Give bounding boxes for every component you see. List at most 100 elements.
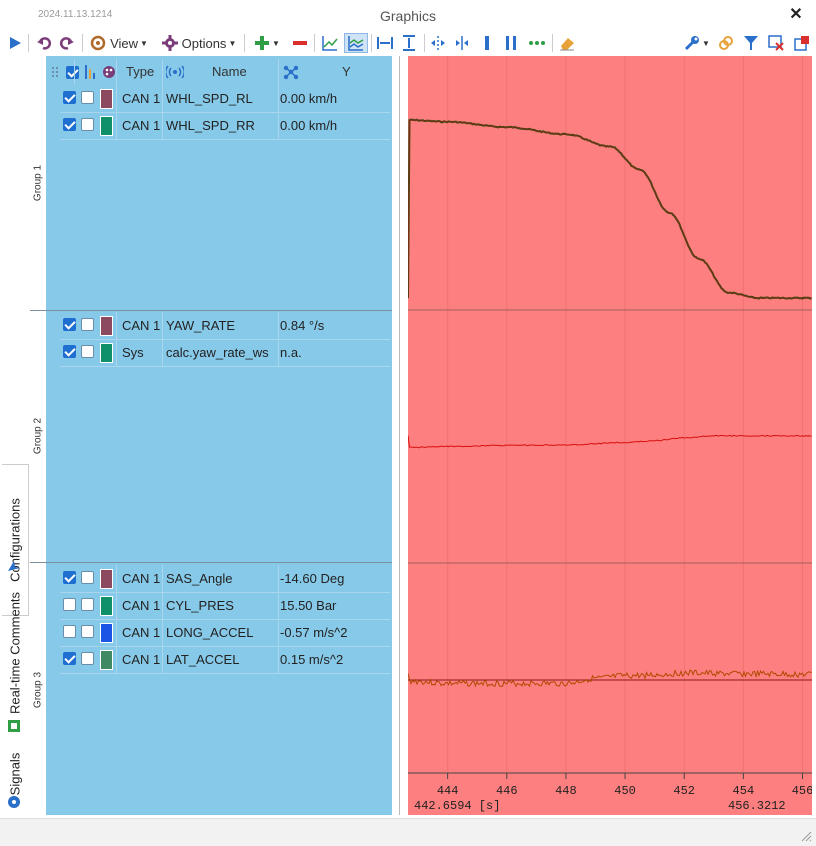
play-icon[interactable] — [6, 33, 24, 53]
add-signal-button[interactable]: ▼ — [250, 33, 284, 53]
multi-line-chart-button[interactable] — [344, 33, 368, 53]
table-row[interactable]: CAN 1 WHL_SPD_RL 0.00 km/h — [60, 85, 390, 113]
group-separator — [30, 310, 408, 311]
color-swatch[interactable] — [100, 116, 113, 136]
side-tab-strip: Configurations Real-time Comments Signal… — [0, 56, 31, 818]
view-label: View — [110, 35, 139, 51]
window-title: Graphics — [379, 8, 437, 24]
axis-checkbox[interactable] — [81, 571, 94, 584]
axis-checkbox[interactable] — [81, 91, 94, 104]
link-button[interactable] — [716, 33, 736, 53]
resize-grip-icon[interactable] — [800, 830, 812, 842]
fit-vertical-button[interactable] — [399, 33, 419, 53]
wrench-icon — [684, 36, 700, 51]
signal-name: WHL_SPD_RR — [166, 118, 255, 133]
redo-icon[interactable] — [57, 33, 77, 53]
options-menu[interactable]: Options ▼ — [158, 33, 240, 53]
table-row[interactable]: CAN 1 WHL_SPD_RR 0.00 km/h — [60, 112, 390, 140]
signal-type: CAN 1 — [122, 118, 161, 133]
color-swatch[interactable] — [100, 596, 113, 616]
color-swatch[interactable] — [100, 316, 113, 336]
x-tick-label: 450 — [614, 784, 636, 798]
visible-checkbox[interactable] — [63, 625, 76, 638]
splitter-line — [399, 56, 400, 815]
table-row[interactable]: Sys calc.yaw_rate_ws n.a. — [60, 339, 390, 367]
title-bar: 2024.11.13.1214 Graphics ✕ — [0, 0, 816, 31]
remove-signal-button[interactable] — [290, 33, 310, 53]
signal-type: CAN 1 — [122, 652, 161, 667]
select-all-checkbox[interactable] — [66, 66, 79, 79]
close-button[interactable]: ✕ — [789, 6, 803, 23]
color-swatch[interactable] — [100, 569, 113, 589]
clear-filter-button[interactable] — [765, 33, 787, 53]
signal-value: 0.15 m/s^2 — [280, 652, 344, 667]
axis-checkbox[interactable] — [81, 318, 94, 331]
table-row[interactable]: CAN 1 LONG_ACCEL -0.57 m/s^2 — [60, 619, 390, 647]
wrench-button[interactable]: ▼ — [682, 33, 712, 53]
series-yaw-rate — [407, 434, 812, 449]
visible-checkbox[interactable] — [63, 652, 76, 665]
toolbar: View ▼ Options ▼ ▼ ▼ — [0, 30, 816, 57]
color-swatch[interactable] — [100, 623, 113, 643]
drag-handle-icon — [52, 67, 58, 77]
tab-real-time-comments[interactable]: Real-time Comments — [2, 578, 28, 728]
undo-icon[interactable] — [34, 33, 54, 53]
header-type[interactable]: Type — [126, 64, 155, 79]
cursor-split-button[interactable] — [428, 33, 448, 53]
single-cursor-button[interactable] — [477, 33, 497, 53]
visible-checkbox[interactable] — [63, 118, 76, 131]
table-row[interactable]: CAN 1 LAT_ACCEL 0.15 m/s^2 — [60, 646, 390, 674]
axis-checkbox[interactable] — [81, 625, 94, 638]
color-palette-icon — [103, 66, 115, 78]
export-button[interactable] — [791, 33, 813, 53]
axis-checkbox[interactable] — [81, 652, 94, 665]
options-label: Options — [181, 35, 227, 51]
visible-checkbox[interactable] — [63, 345, 76, 358]
x-start-label: 442.6594 [s] — [414, 799, 501, 813]
network-icon — [283, 65, 299, 80]
tab-configurations[interactable]: Configurations — [2, 464, 29, 616]
table-row[interactable]: CAN 1 YAW_RATE 0.84 °/s — [60, 312, 390, 340]
series-lat-accel — [407, 669, 812, 688]
broadcast-icon — [166, 65, 184, 79]
cursor-merge-button[interactable] — [452, 33, 472, 53]
line-chart-button[interactable] — [319, 33, 341, 53]
filter-icon — [744, 36, 758, 50]
more-button[interactable] — [526, 33, 548, 53]
fit-horizontal-button[interactable] — [375, 33, 395, 53]
double-cursor-button[interactable] — [501, 33, 521, 53]
series-whl-spd-rr — [407, 119, 812, 299]
header-y[interactable]: Y — [342, 64, 351, 79]
x-tick-label: 446 — [496, 784, 518, 798]
visible-checkbox[interactable] — [63, 571, 76, 584]
group-label-column: Group 1 Group 2 Group 3 — [30, 56, 46, 818]
header-name[interactable]: Name — [212, 64, 247, 79]
filter-button[interactable] — [741, 33, 761, 53]
plot-area[interactable]: 444 446 448 450 452 454 456 442.6594 [s] 456.3… — [407, 56, 813, 815]
plot-canvas[interactable]: 444 446 448 450 452 454 456 — [407, 56, 813, 815]
color-swatch[interactable] — [100, 343, 113, 363]
multi-line-chart-icon — [348, 36, 364, 51]
eraser-button[interactable] — [556, 33, 578, 53]
x-tick-label: 448 — [555, 784, 577, 798]
table-header: Type Name Y — [52, 59, 390, 85]
panel-splitter[interactable] — [392, 56, 408, 815]
signal-value: -0.57 m/s^2 — [280, 625, 348, 640]
color-swatch[interactable] — [100, 650, 113, 670]
signal-name: LAT_ACCEL — [166, 652, 240, 667]
visible-checkbox[interactable] — [63, 318, 76, 331]
signal-type: CAN 1 — [122, 318, 161, 333]
table-row[interactable]: CAN 1 SAS_Angle -14.60 Deg — [60, 565, 390, 593]
color-swatch[interactable] — [100, 89, 113, 109]
view-menu[interactable]: View ▼ — [88, 33, 150, 53]
axis-checkbox[interactable] — [81, 118, 94, 131]
axis-checkbox[interactable] — [81, 598, 94, 611]
visible-checkbox[interactable] — [63, 598, 76, 611]
signal-value: 0.00 km/h — [280, 91, 338, 106]
cursor-merge-icon — [456, 36, 468, 50]
table-row[interactable]: CAN 1 CYL_PRES 15.50 Bar — [60, 592, 390, 620]
visible-checkbox[interactable] — [63, 91, 76, 104]
axis-checkbox[interactable] — [81, 345, 94, 358]
eraser-icon — [560, 38, 574, 51]
signal-type: CAN 1 — [122, 598, 161, 613]
